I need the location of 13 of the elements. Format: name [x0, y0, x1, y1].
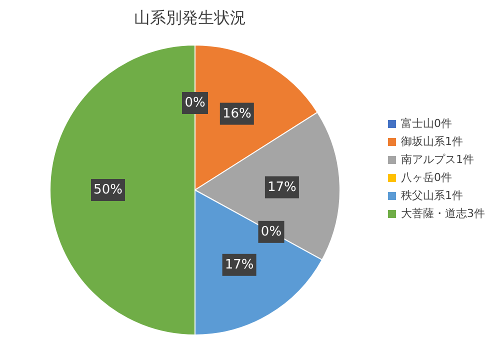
legend-label: 富士山0件	[401, 116, 452, 132]
legend-label: 南アルプス1件	[401, 152, 474, 168]
data-label: 17%	[268, 180, 296, 195]
text: 0%	[260, 224, 282, 240]
data-label: 17%	[224, 257, 254, 272]
legend-label: 大菩薩・道志3件	[401, 206, 485, 222]
legend-label: 御坂山系1件	[401, 134, 463, 150]
legend-label: 八ヶ岳0件	[401, 170, 452, 186]
text: 0%	[184, 96, 206, 110]
data-label: 16%	[222, 106, 252, 122]
data-label: 50%	[94, 182, 122, 198]
chart-title: 山系別発生状況	[133, 8, 247, 29]
legend-label: 秩父山系1件	[401, 188, 463, 204]
